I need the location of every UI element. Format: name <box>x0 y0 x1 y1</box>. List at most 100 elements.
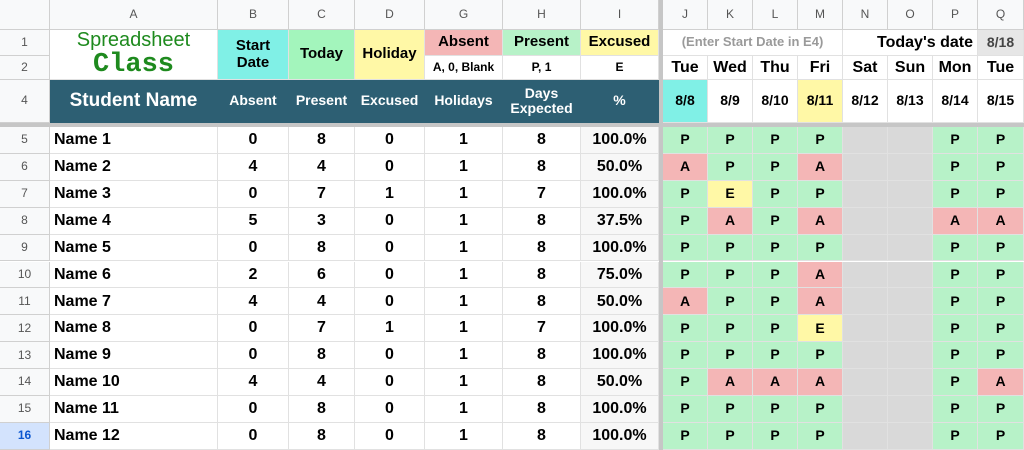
attendance-cell: P <box>708 342 753 370</box>
row-header: 15 <box>0 396 50 423</box>
attendance-cell <box>888 207 933 235</box>
attendance-cell <box>843 288 888 316</box>
attendance-cell: P <box>663 180 708 208</box>
stat-cell: 4 <box>218 288 289 316</box>
attendance-cell <box>843 127 888 154</box>
stat-cell: 7 <box>289 180 355 208</box>
attendance-cell: P <box>798 396 843 423</box>
attendance-cell: P <box>663 234 708 262</box>
table-header: Student Name <box>50 80 218 123</box>
stat-cell: 4 <box>289 153 355 181</box>
date: 8/8 <box>663 80 708 123</box>
stat-cell: 0 <box>355 369 425 396</box>
student-name: Name 9 <box>50 342 218 370</box>
stat-cell: 8 <box>289 127 355 154</box>
legend-label: Start Date <box>218 30 289 80</box>
attendance-cell: P <box>708 153 753 181</box>
attendance-cell <box>843 153 888 181</box>
column-header: O <box>888 0 933 30</box>
column-header: N <box>843 0 888 30</box>
today-value: 8/18 <box>978 30 1024 56</box>
stat-cell: 50.0% <box>581 369 659 396</box>
day-name: Fri <box>798 56 843 80</box>
attendance-cell: P <box>933 288 978 316</box>
attendance-cell: P <box>933 369 978 396</box>
row-header: 6 <box>0 153 50 181</box>
stat-cell: 4 <box>218 369 289 396</box>
attendance-cell: A <box>708 207 753 235</box>
row-header: 11 <box>0 288 50 316</box>
stat-cell: 0 <box>355 342 425 370</box>
stat-cell: 8 <box>503 422 581 450</box>
stat-cell: 100.0% <box>581 315 659 343</box>
attendance-cell: A <box>663 153 708 181</box>
stat-cell: 8 <box>503 207 581 235</box>
stat-cell: 8 <box>503 396 581 423</box>
row-header: 8 <box>0 207 50 235</box>
stat-cell: 0 <box>355 422 425 450</box>
column-header: C <box>289 0 355 30</box>
attendance-cell: A <box>933 207 978 235</box>
column-header: Q <box>978 0 1024 30</box>
attendance-cell <box>888 422 933 450</box>
table-header: Present <box>289 80 355 123</box>
attendance-cell: P <box>753 234 798 262</box>
stat-cell: 0 <box>355 261 425 289</box>
row-header: 2 <box>0 56 50 80</box>
stat-cell: 1 <box>425 315 503 343</box>
row-header: 14 <box>0 369 50 396</box>
row-header: 9 <box>0 234 50 262</box>
stat-cell: 8 <box>289 234 355 262</box>
stat-cell: 1 <box>425 396 503 423</box>
attendance-cell <box>888 234 933 262</box>
stat-cell: 1 <box>425 153 503 181</box>
row-header: 16 <box>0 422 50 450</box>
attendance-cell: P <box>708 396 753 423</box>
stat-cell: 8 <box>289 422 355 450</box>
attendance-cell: P <box>663 127 708 154</box>
stat-cell: 0 <box>218 396 289 423</box>
attendance-cell <box>888 288 933 316</box>
attendance-cell: P <box>753 207 798 235</box>
attendance-cell: P <box>663 261 708 289</box>
attendance-cell: P <box>753 342 798 370</box>
table-header: Days Expected <box>503 80 581 123</box>
attendance-cell: P <box>708 315 753 343</box>
attendance-cell: P <box>978 180 1024 208</box>
date: 8/14 <box>933 80 978 123</box>
stat-cell: 0 <box>218 234 289 262</box>
column-header: H <box>503 0 581 30</box>
stat-cell: 1 <box>355 315 425 343</box>
student-name: Name 6 <box>50 261 218 289</box>
attendance-cell: A <box>798 288 843 316</box>
attendance-cell: P <box>708 127 753 154</box>
legend-code: P, 1 <box>503 56 581 80</box>
day-name: Tue <box>663 56 708 80</box>
stat-cell: 8 <box>503 288 581 316</box>
attendance-cell <box>888 396 933 423</box>
student-name: Name 8 <box>50 315 218 343</box>
row-header: 4 <box>0 80 50 123</box>
stat-cell: 8 <box>289 342 355 370</box>
legend-label: Excused <box>581 30 659 56</box>
attendance-cell: A <box>798 261 843 289</box>
table-header: Absent <box>218 80 289 123</box>
column-header: G <box>425 0 503 30</box>
stat-cell: 0 <box>355 288 425 316</box>
stat-cell: 75.0% <box>581 261 659 289</box>
stat-cell: 4 <box>289 288 355 316</box>
attendance-cell <box>888 342 933 370</box>
student-name: Name 3 <box>50 180 218 208</box>
student-name: Name 12 <box>50 422 218 450</box>
date: 8/12 <box>843 80 888 123</box>
attendance-cell: P <box>933 261 978 289</box>
stat-cell: 100.0% <box>581 127 659 154</box>
attendance-cell: P <box>663 396 708 423</box>
day-name: Tue <box>978 56 1024 80</box>
attendance-cell <box>843 234 888 262</box>
attendance-cell: P <box>753 127 798 154</box>
legend-label: Absent <box>425 30 503 56</box>
table-header: % <box>581 80 659 123</box>
stat-cell: 0 <box>218 315 289 343</box>
stat-cell: 1 <box>425 127 503 154</box>
